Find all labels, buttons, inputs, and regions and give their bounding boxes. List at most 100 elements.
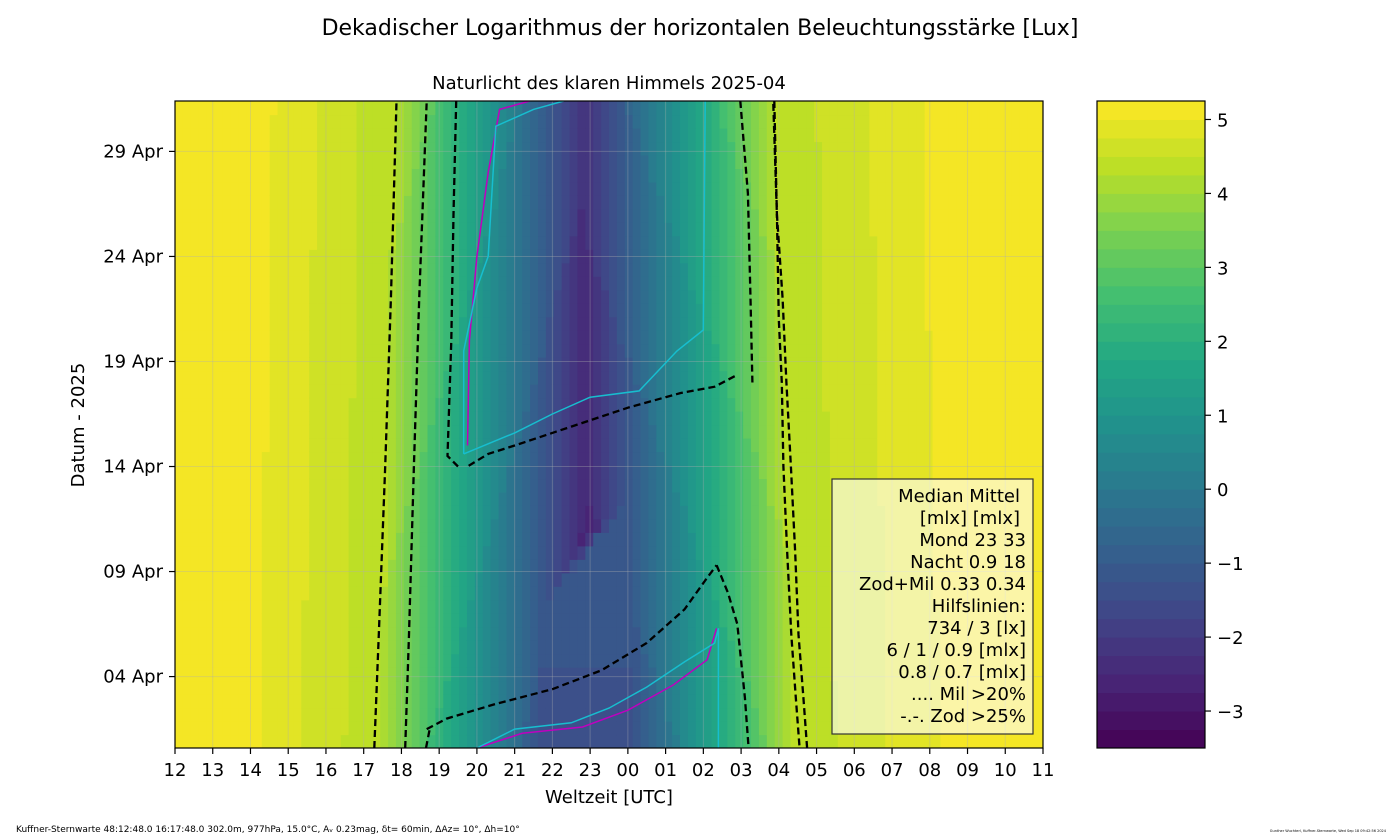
heatmap-cell (482, 478, 492, 493)
heatmap-cell (774, 572, 784, 587)
heatmap-cell (474, 181, 484, 196)
heatmap-cell (277, 397, 287, 412)
heatmap-cell (632, 289, 642, 304)
heatmap-cell (190, 505, 200, 520)
heatmap-cell (703, 721, 713, 736)
heatmap-cell (601, 626, 610, 641)
heatmap-cell (790, 168, 799, 183)
heatmap-cell (482, 680, 492, 695)
heatmap-cell (317, 397, 326, 412)
heatmap-cell (324, 653, 334, 668)
heatmap-cell (561, 437, 571, 453)
heatmap-cell (845, 114, 855, 129)
heatmap-cell (908, 464, 918, 480)
heatmap-cell (269, 195, 279, 210)
heatmap-cell (206, 411, 216, 426)
heatmap-cell (427, 545, 436, 560)
heatmap-cell (806, 249, 815, 264)
heatmap-cell (932, 168, 942, 183)
heatmap-cell (364, 276, 373, 291)
heatmap-cell (624, 707, 634, 722)
heatmap-cell (648, 545, 657, 560)
heatmap-cell (814, 424, 823, 439)
heatmap-cell (356, 101, 365, 116)
heatmap-cell (356, 437, 365, 453)
heatmap-cell (727, 101, 736, 116)
heatmap-cell (687, 222, 697, 237)
heatmap-cell (640, 384, 650, 399)
heatmap-cell (971, 303, 981, 318)
heatmap-cell (238, 222, 247, 237)
heatmap-cell (388, 694, 397, 709)
heatmap-cell (885, 370, 894, 385)
heatmap-cell (348, 316, 358, 331)
heatmap-cell (609, 451, 618, 466)
heatmap-cell (348, 411, 358, 426)
heatmap-cell (751, 397, 760, 412)
heatmap-cell (230, 613, 239, 628)
heatmap-cell (616, 357, 626, 372)
heatmap-cell (640, 505, 650, 520)
heatmap-cell (261, 384, 271, 399)
heatmap-cell (916, 154, 926, 169)
heatmap-cell (656, 626, 665, 641)
heatmap-cell (419, 343, 429, 358)
heatmap-cell (956, 168, 965, 183)
heatmap-cell (514, 141, 523, 156)
heatmap-cell (246, 276, 255, 291)
heatmap-cell (837, 127, 847, 143)
heatmap-cell (356, 357, 365, 372)
heatmap-cell (403, 168, 413, 183)
heatmap-cell (711, 101, 721, 116)
heatmap-cell (743, 505, 752, 520)
heatmap-cell (703, 181, 713, 196)
heatmap-cell (285, 437, 294, 453)
heatmap-cell (451, 195, 460, 210)
heatmap-cell (758, 437, 768, 453)
heatmap-cell (530, 464, 539, 480)
heatmap-cell (222, 680, 231, 695)
heatmap-cell (672, 154, 681, 169)
heatmap-cell (459, 559, 468, 574)
heatmap-cell (238, 613, 247, 628)
heatmap-cell (561, 680, 571, 695)
heatmap-cell (593, 343, 602, 358)
heatmap-cell (561, 154, 571, 169)
heatmap-cell (506, 721, 515, 736)
heatmap-cell (853, 222, 863, 237)
heatmap-cell (403, 276, 413, 291)
heatmap-cell (577, 343, 586, 358)
heatmap-cell (790, 249, 799, 264)
heatmap-cell (301, 707, 310, 722)
heatmap-cell (214, 397, 223, 412)
heatmap-cell (593, 626, 602, 641)
heatmap-cell (451, 330, 460, 345)
heatmap-cell (356, 141, 365, 156)
heatmap-cell (877, 249, 886, 264)
heatmap-cell (435, 181, 444, 196)
heatmap-cell (672, 613, 681, 628)
heatmap-cell (798, 181, 807, 196)
heatmap-cell (388, 721, 397, 736)
heatmap-cell (987, 397, 997, 412)
heatmap-cell (829, 249, 839, 264)
heatmap-cell (474, 680, 484, 695)
heatmap-cell (388, 330, 397, 345)
heatmap-cell (632, 626, 642, 641)
heatmap-cell (940, 289, 949, 304)
heatmap-cell (829, 316, 839, 331)
heatmap-cell (751, 505, 760, 520)
heatmap-cell (577, 491, 586, 506)
heatmap-cell (719, 545, 728, 560)
heatmap-cell (356, 505, 365, 520)
heatmap-cell (514, 276, 523, 291)
heatmap-cell (435, 721, 444, 736)
heatmap-cell (601, 357, 610, 372)
heatmap-cell (182, 303, 192, 318)
heatmap-cell (466, 101, 476, 116)
heatmap-cell (190, 680, 200, 695)
heatmap-cell (364, 181, 373, 196)
heatmap-cell (206, 316, 216, 331)
heatmap-cell (695, 505, 705, 520)
heatmap-cell (727, 330, 736, 345)
